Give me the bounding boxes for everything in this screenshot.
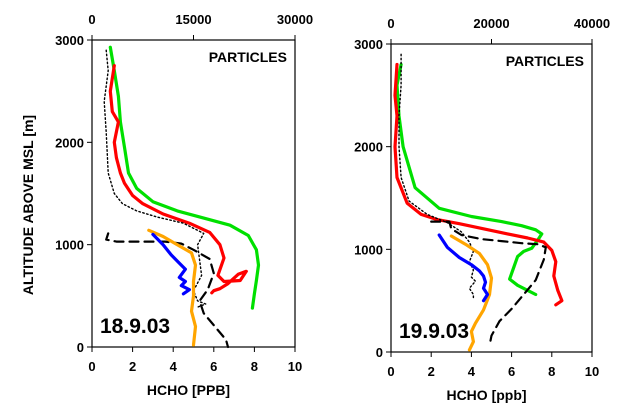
series-line-4	[105, 232, 230, 349]
top-tick-label: 0	[387, 16, 394, 31]
y-tick-label: 2000	[354, 140, 383, 155]
series-line-3	[398, 53, 477, 300]
series-line-3	[103, 49, 207, 308]
series-line-5	[147, 228, 198, 347]
x-tick-label: 4	[468, 364, 476, 379]
x-tick-label: 2	[428, 364, 435, 379]
series-line-1	[395, 62, 544, 297]
y-tick-label: 3000	[354, 37, 383, 52]
x-axis-title: HCHO [ppb]	[446, 387, 526, 403]
x-tick-label: 10	[288, 359, 302, 374]
y-tick-label: 1000	[354, 242, 383, 257]
x-tick-label: 8	[251, 359, 258, 374]
y-tick-label: 1000	[55, 238, 84, 253]
series-line-2	[393, 62, 564, 307]
top-tick-label: 0	[88, 12, 95, 27]
top-tick-label: 20000	[473, 16, 509, 31]
x-tick-label: 8	[548, 364, 555, 379]
top-tick-label: 30000	[277, 12, 313, 27]
series-line-5	[449, 234, 494, 352]
particles-label: PARTICLES	[209, 49, 287, 65]
x-tick-label: 6	[210, 359, 217, 374]
series-line-4	[430, 220, 547, 347]
x-tick-label: 4	[170, 359, 178, 374]
date-label: 19.9.03	[399, 320, 469, 343]
top-tick-label: 15000	[175, 12, 211, 27]
chart-panel-2: 0 2 4 6 8 10 0 1000 2000 3000 0 20000 40000 PARTICLES…	[354, 16, 610, 403]
y-tick-label: 3000	[55, 33, 84, 48]
series-line-2	[108, 63, 248, 295]
date-label: 18.9.03	[100, 315, 170, 338]
series-line-1	[108, 45, 261, 310]
x-tick-label: 2	[129, 359, 136, 374]
plot-frame	[390, 43, 593, 353]
x-tick-label: 6	[508, 364, 515, 379]
x-tick-label: 10	[585, 364, 599, 379]
y-tick-label: 2000	[55, 135, 84, 150]
series-line-6	[437, 233, 490, 303]
x-tick-label: 0	[88, 359, 95, 374]
y-tick-label: 0	[376, 345, 383, 360]
series-line-6	[151, 232, 191, 296]
x-axis-title: HCHO [PPB]	[147, 382, 230, 398]
y-tick-label: 0	[77, 340, 84, 355]
y-axis-title: ALTITUDE ABOVE MSL [m]	[20, 115, 36, 295]
x-tick-label: 0	[387, 364, 394, 379]
top-tick-label: 40000	[574, 16, 610, 31]
particles-label: PARTICLES	[506, 53, 584, 69]
